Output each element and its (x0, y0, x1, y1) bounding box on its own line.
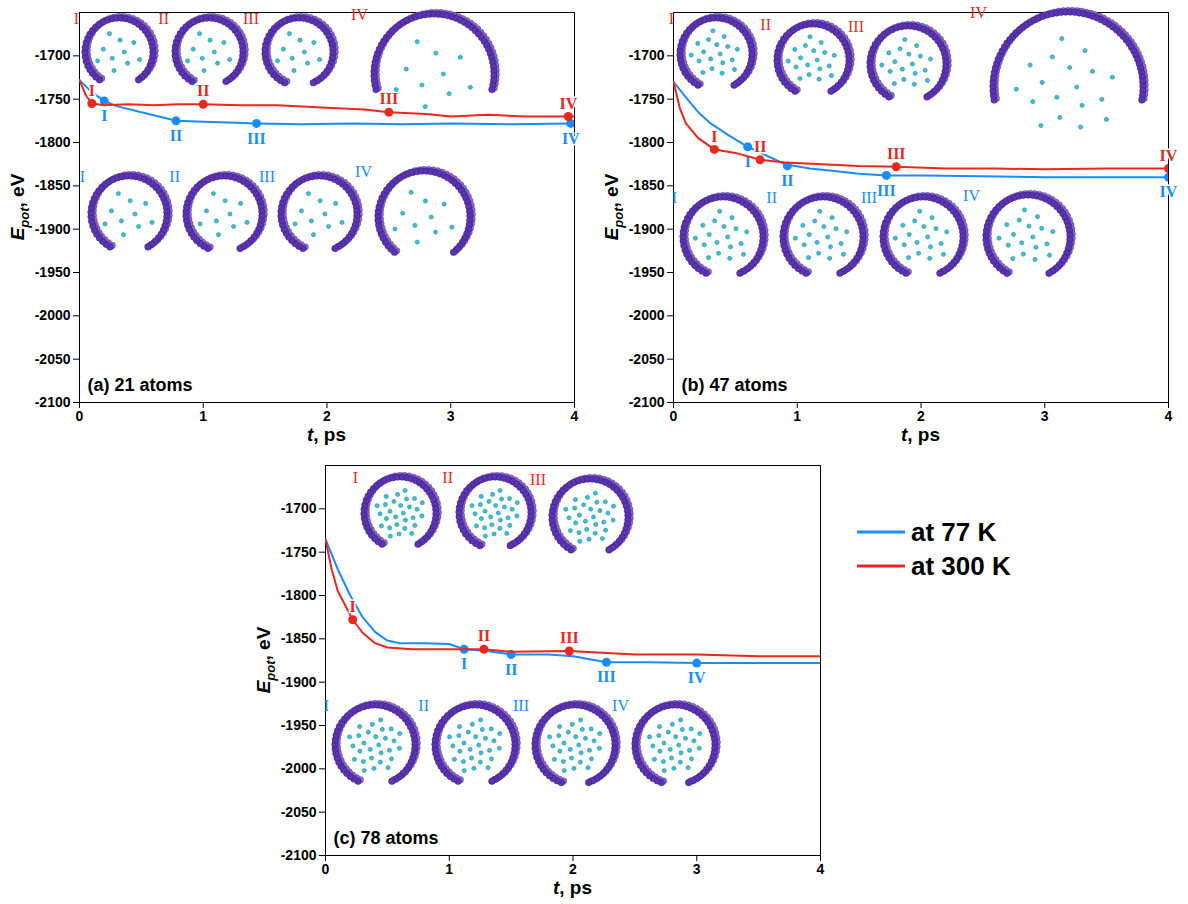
svg-text:II: II (766, 189, 777, 206)
svg-text:-1700: -1700 (281, 500, 317, 516)
svg-text:IV: IV (355, 163, 372, 180)
svg-text:-2100: -2100 (281, 847, 317, 863)
svg-text:(a) 21 atoms: (a) 21 atoms (88, 375, 193, 395)
svg-text:III: III (243, 10, 259, 27)
svg-text:III: III (560, 629, 579, 646)
svg-text:(b) 47 atoms: (b) 47 atoms (682, 375, 788, 395)
svg-text:-1950: -1950 (35, 264, 71, 280)
svg-text:IV: IV (1160, 183, 1178, 200)
svg-text:Epot, eV: Epot, eV (253, 626, 278, 693)
svg-text:I: I (711, 128, 717, 145)
svg-text:-1950: -1950 (281, 717, 317, 733)
svg-text:III: III (513, 697, 529, 714)
svg-text:4: 4 (817, 861, 825, 877)
html-text:at 77 K: at 77 K (911, 516, 997, 547)
svg-text:II: II (754, 138, 766, 155)
svg-text:IV: IV (559, 95, 577, 112)
svg-text:II: II (169, 168, 180, 185)
svg-text:-1900: -1900 (35, 221, 71, 237)
svg-text:II: II (418, 697, 429, 714)
svg-text:Epot, eV: Epot, eV (601, 173, 626, 240)
svg-text:2: 2 (323, 408, 331, 424)
svg-text:4: 4 (571, 408, 579, 424)
svg-text:-1850: -1850 (629, 177, 665, 193)
svg-text:IV: IV (970, 4, 987, 21)
svg-text:III: III (887, 145, 906, 162)
svg-text:-1800: -1800 (281, 587, 317, 603)
svg-text:0: 0 (322, 861, 330, 877)
svg-text:(c) 78 atoms: (c) 78 atoms (334, 828, 439, 848)
svg-text:IV: IV (963, 187, 980, 204)
svg-text:-2050: -2050 (281, 804, 317, 820)
svg-text:I: I (101, 107, 107, 124)
svg-text:IV: IV (1160, 147, 1178, 164)
svg-text:II: II (197, 82, 209, 99)
svg-text:-2100: -2100 (629, 394, 665, 410)
svg-text:II: II (505, 661, 517, 678)
svg-text:IV: IV (688, 669, 706, 686)
svg-text:-2000: -2000 (281, 760, 317, 776)
svg-text:I: I (324, 697, 329, 714)
svg-text:I: I (353, 469, 358, 486)
svg-text:III: III (530, 471, 546, 488)
svg-text:-1800: -1800 (35, 134, 71, 150)
svg-text:t, ps: t, ps (901, 424, 940, 445)
svg-text:-1800: -1800 (629, 134, 665, 150)
svg-text:I: I (744, 153, 751, 170)
svg-text:III: III (597, 668, 616, 685)
svg-text:3: 3 (1041, 408, 1049, 424)
svg-text:IV: IV (351, 6, 368, 23)
svg-text:-1750: -1750 (281, 544, 317, 560)
svg-text:-1850: -1850 (281, 630, 317, 646)
svg-text:t, ps: t, ps (553, 877, 592, 898)
svg-text:II: II (781, 172, 793, 189)
svg-text:t, ps: t, ps (307, 424, 346, 445)
svg-text:1: 1 (793, 408, 801, 424)
svg-text:-1950: -1950 (629, 264, 665, 280)
svg-text:2: 2 (569, 861, 577, 877)
svg-text:0: 0 (670, 408, 678, 424)
svg-text:III: III (259, 168, 275, 185)
svg-text:-2000: -2000 (629, 307, 665, 323)
svg-text:-1700: -1700 (35, 47, 71, 63)
svg-text:II: II (442, 469, 453, 486)
svg-text:III: III (247, 130, 266, 147)
svg-text:I: I (672, 189, 677, 206)
svg-text:II: II (170, 127, 182, 144)
svg-text:III: III (861, 189, 877, 206)
svg-text:-2000: -2000 (35, 307, 71, 323)
svg-text:-1700: -1700 (629, 47, 665, 63)
svg-text:I: I (89, 82, 95, 99)
svg-text:-1750: -1750 (629, 91, 665, 107)
svg-text:-1850: -1850 (35, 177, 71, 193)
svg-text:0: 0 (76, 408, 84, 424)
svg-text:IV: IV (562, 130, 580, 147)
svg-text:3: 3 (693, 861, 701, 877)
svg-text:III: III (380, 90, 399, 107)
svg-text:3: 3 (447, 408, 455, 424)
svg-text:II: II (158, 10, 169, 27)
svg-text:1: 1 (445, 861, 453, 877)
svg-text:IV: IV (612, 697, 629, 714)
svg-text:II: II (478, 627, 490, 644)
svg-text:I: I (74, 10, 79, 27)
svg-text:I: I (669, 10, 674, 27)
svg-text:II: II (760, 16, 771, 33)
svg-text:-2050: -2050 (629, 351, 665, 367)
svg-text:-2100: -2100 (35, 394, 71, 410)
svg-text:I: I (80, 168, 85, 185)
svg-text:-2050: -2050 (35, 351, 71, 367)
svg-text:-1900: -1900 (629, 221, 665, 237)
svg-text:-1900: -1900 (281, 674, 317, 690)
svg-text:2: 2 (917, 408, 925, 424)
svg-text:I: I (350, 598, 356, 615)
svg-text:1: 1 (199, 408, 207, 424)
svg-text:4: 4 (1165, 408, 1173, 424)
html-text:at 300 K: at 300 K (911, 550, 1011, 581)
svg-text:III: III (848, 18, 864, 35)
svg-text:Epot, eV: Epot, eV (7, 173, 32, 240)
svg-text:I: I (461, 655, 467, 672)
svg-text:III: III (877, 182, 896, 199)
svg-text:-1750: -1750 (35, 91, 71, 107)
